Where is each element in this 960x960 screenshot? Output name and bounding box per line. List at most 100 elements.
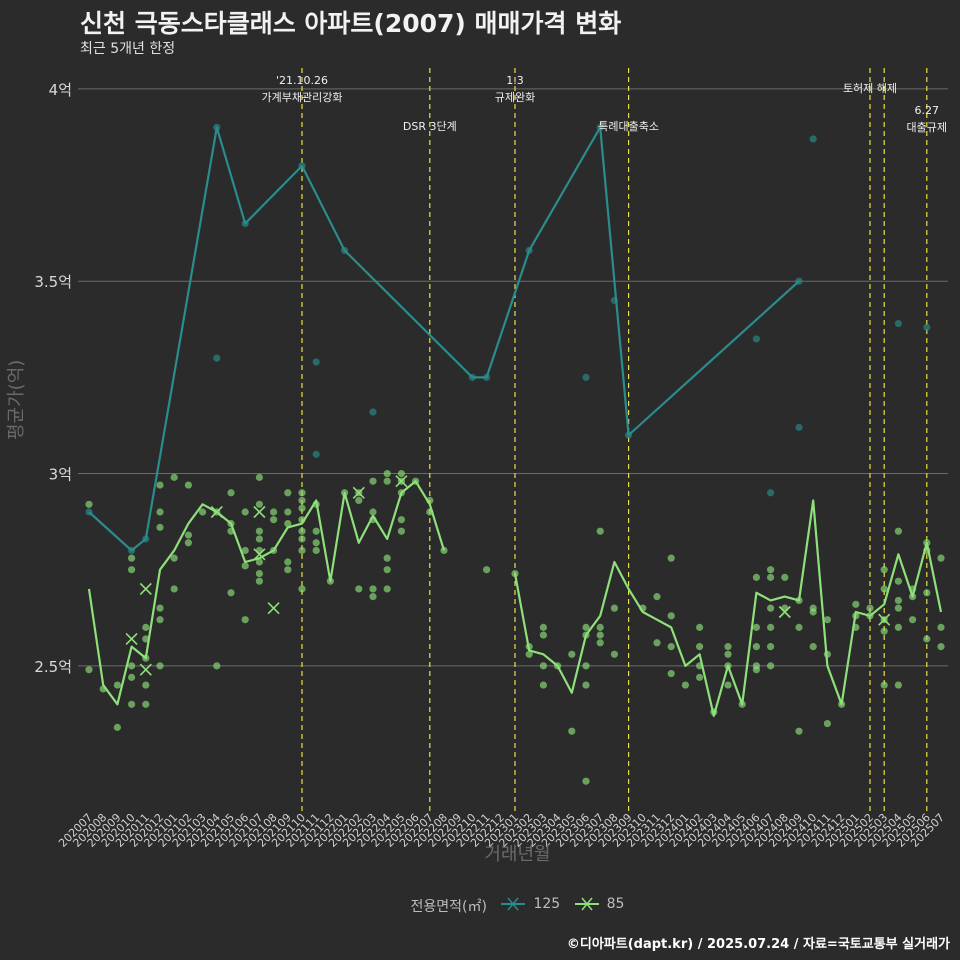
series-line-125 [88, 126, 800, 552]
legend-swatch-125 [501, 897, 526, 911]
x-marker-85 [253, 505, 266, 519]
scatter-point-85 [355, 496, 363, 505]
x-markers [125, 475, 891, 676]
event-label: 1.3 [506, 74, 524, 87]
scatter-point-85 [653, 593, 661, 601]
scatter-point-85 [128, 662, 136, 670]
scatter-point-85 [241, 562, 249, 570]
scatter-point-85 [596, 631, 604, 639]
scatter-point-85 [667, 612, 675, 620]
scatter-point-85 [653, 639, 661, 647]
scatter-point-85 [284, 519, 292, 528]
scatter-point-85 [312, 546, 320, 555]
scatter-point-85 [539, 623, 548, 631]
scatter-point-85 [369, 585, 377, 593]
x-marker-85 [253, 548, 266, 561]
scatter-point-85 [156, 523, 164, 531]
legend-label-85: 85 [606, 896, 625, 912]
scatter-point-85 [767, 662, 775, 670]
scatter-point-85 [823, 719, 832, 728]
x-marker-85 [267, 602, 280, 615]
scatter-point-85 [113, 681, 121, 689]
x-marker-stroke [139, 663, 152, 676]
scatter-point-85 [156, 508, 164, 516]
scatter-point-85 [298, 504, 306, 512]
scatter-point-125 [767, 489, 775, 497]
scatter-point-125 [582, 373, 590, 381]
series-line-85 [87, 480, 446, 706]
scatter-point-125 [795, 423, 803, 431]
scatter-point-85 [767, 604, 775, 612]
scatter-point-85 [298, 546, 306, 555]
event-label: 6.27 [915, 104, 940, 117]
scatter-point-85 [312, 527, 320, 535]
scatter-point-85 [852, 600, 860, 608]
chart-subtitle: 최근 5개년 한정 [80, 41, 176, 57]
scatter-point-85 [199, 508, 207, 516]
scatter-point-85 [582, 681, 590, 689]
scatter-point-125 [894, 319, 903, 328]
scatter-point-85 [937, 623, 945, 631]
scatter-point-85 [383, 477, 391, 485]
y-tick-label: 4억 [49, 81, 72, 99]
x-marker-stroke [352, 486, 365, 499]
legend-swatch-85 [574, 897, 599, 911]
scatter-point-85 [483, 566, 491, 574]
scatter-point-85 [596, 623, 604, 631]
scatter-point-85 [582, 623, 590, 631]
scatter-point-85 [284, 566, 292, 574]
scatter-point-85 [284, 558, 292, 566]
scatter-point-85 [894, 681, 903, 689]
scatter-point-85 [667, 643, 675, 651]
scatter-point-85 [298, 489, 306, 497]
x-marker-stroke [125, 632, 138, 645]
scatter-point-85 [383, 585, 391, 593]
scatter-point-85 [298, 585, 306, 593]
scatter-point-85 [142, 700, 150, 708]
scatter-point-85 [894, 604, 903, 612]
scatter-point-85 [752, 643, 761, 651]
scatter-point-85 [667, 669, 675, 678]
scatter-point-85 [752, 623, 761, 631]
legend-item-85: 85 [573, 896, 625, 912]
x-marker-85 [139, 582, 152, 595]
scatter-point-85 [241, 546, 249, 555]
scatter-point-85 [781, 573, 789, 581]
y-axis-label: 평균가(억) [6, 359, 27, 440]
scatter-point-85 [767, 623, 775, 631]
scatter-point-125 [312, 358, 320, 366]
event-label: 규제완화 [495, 91, 535, 104]
scatter-point-85 [767, 566, 775, 574]
scatter-point-85 [681, 681, 690, 689]
scatter-point-85 [298, 496, 306, 505]
scatter-point-85 [270, 508, 278, 516]
scatter-point-85 [582, 662, 590, 670]
legend-title: 전용면적(㎡) [410, 899, 487, 915]
scatter-point-85 [255, 500, 263, 508]
x-marker-85 [139, 663, 152, 676]
scatter-point-85 [255, 527, 263, 535]
event-lines [301, 68, 928, 812]
scatter-point-85 [369, 508, 377, 516]
x-marker-85 [210, 505, 223, 519]
scatter-point-85 [894, 577, 903, 585]
scatter-point-85 [142, 623, 150, 631]
scatter-point-85 [284, 508, 292, 516]
scatter-point-85 [866, 604, 874, 612]
series-lines [87, 126, 943, 717]
scatter-point-85 [227, 589, 235, 597]
scatter-point-85 [724, 681, 732, 689]
scatter-point-85 [397, 516, 405, 524]
scatter-point-85 [568, 650, 576, 658]
scatter-point-85 [312, 539, 320, 547]
x-marker-85 [778, 605, 791, 619]
scatter-point-85 [596, 527, 604, 535]
scatter-point-85 [937, 643, 945, 651]
event-label: 특례대출축소 [598, 120, 659, 133]
event-label: 대출규제 [907, 121, 947, 134]
scatter-point-85 [156, 616, 164, 624]
scatter-point-85 [823, 616, 832, 624]
scatter-point-85 [667, 554, 675, 562]
scatter-point-85 [539, 662, 548, 670]
